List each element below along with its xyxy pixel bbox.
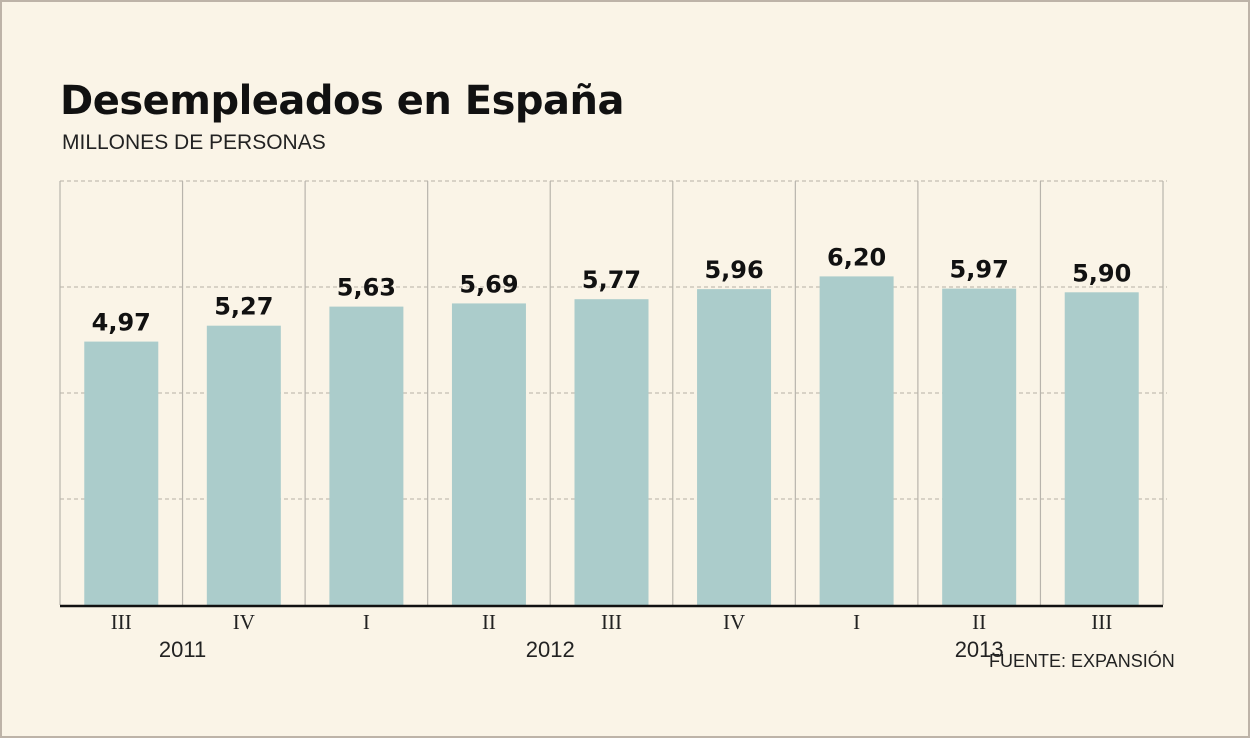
x-tick-label: II [972,610,986,634]
x-tick-label: IV [233,610,255,634]
bar [942,288,1017,605]
bar-value-label: 5,96 [704,256,763,284]
bar [697,289,772,605]
chart-title: Desempleados en España [60,78,625,124]
x-tick-label: IV [723,610,745,634]
bar [206,325,281,605]
year-label: 2012 [526,637,575,662]
x-tick-label: III [1091,610,1112,634]
bar-value-label: 6,20 [827,243,886,271]
chart-source: FUENTE: EXPANSIÓN [989,651,1175,671]
bar [574,299,649,605]
bar [329,306,404,605]
x-tick-label: II [482,610,496,634]
chart-subtitle: MILLONES DE PERSONAS [62,131,326,154]
x-tick-label: I [853,610,860,634]
bar-value-label: 5,77 [582,266,641,294]
bar [451,303,526,605]
bar [84,341,159,605]
bar-value-label: 4,97 [92,309,151,337]
bar-value-label: 5,27 [214,293,273,321]
bar [819,276,894,605]
bar-value-label: 5,97 [950,256,1009,284]
x-tick-label: III [111,610,132,634]
year-label: 2013 [955,637,1004,662]
bar [1064,292,1139,605]
bar-value-label: 5,90 [1072,259,1131,287]
year-label: 2011 [159,637,206,662]
bar-value-label: 5,69 [459,270,518,298]
x-tick-label: I [363,610,370,634]
x-tick-label: III [601,610,622,634]
bar-value-label: 5,63 [337,274,396,302]
